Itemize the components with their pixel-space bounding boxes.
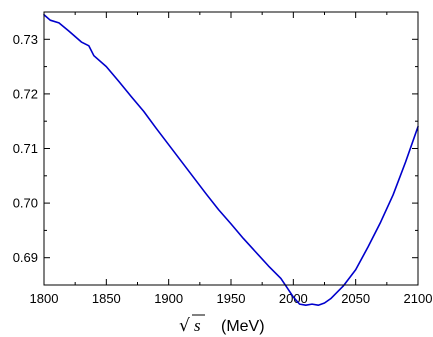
- y-tick-label: 0.70: [13, 196, 38, 211]
- x-tick-label: 1800: [30, 291, 59, 306]
- y-tick-label: 0.73: [13, 32, 38, 47]
- x-axis-label-sqrt-symbol: √: [179, 316, 190, 336]
- minor-ticks: [44, 11, 418, 286]
- series-line: [43, 13, 419, 306]
- y-tick-label: 0.71: [13, 141, 38, 156]
- y-tick-label: 0.69: [13, 250, 38, 265]
- x-tick-label: 1850: [92, 291, 121, 306]
- plot-frame: [43, 11, 419, 286]
- major-ticks: [43, 12, 419, 285]
- x-tick-label: 2050: [341, 291, 370, 306]
- y-tick-labels: 0.69 0.70 0.71 0.72 0.73: [13, 32, 38, 265]
- x-tick-label: 2000: [279, 291, 308, 306]
- x-tick-label: 2100: [404, 291, 433, 306]
- y-tick-label: 0.72: [13, 86, 38, 101]
- x-axis-label-unit: (MeV): [221, 318, 265, 335]
- x-tick-label: 1950: [217, 291, 246, 306]
- x-axis-label-variable: s: [194, 316, 201, 335]
- x-axis-label: √ s (MeV): [179, 314, 265, 336]
- x-tick-label: 1900: [154, 291, 183, 306]
- series-group: [43, 13, 419, 306]
- x-tick-labels: 1800 1850 1900 1950 2000 2050 2100: [30, 291, 433, 306]
